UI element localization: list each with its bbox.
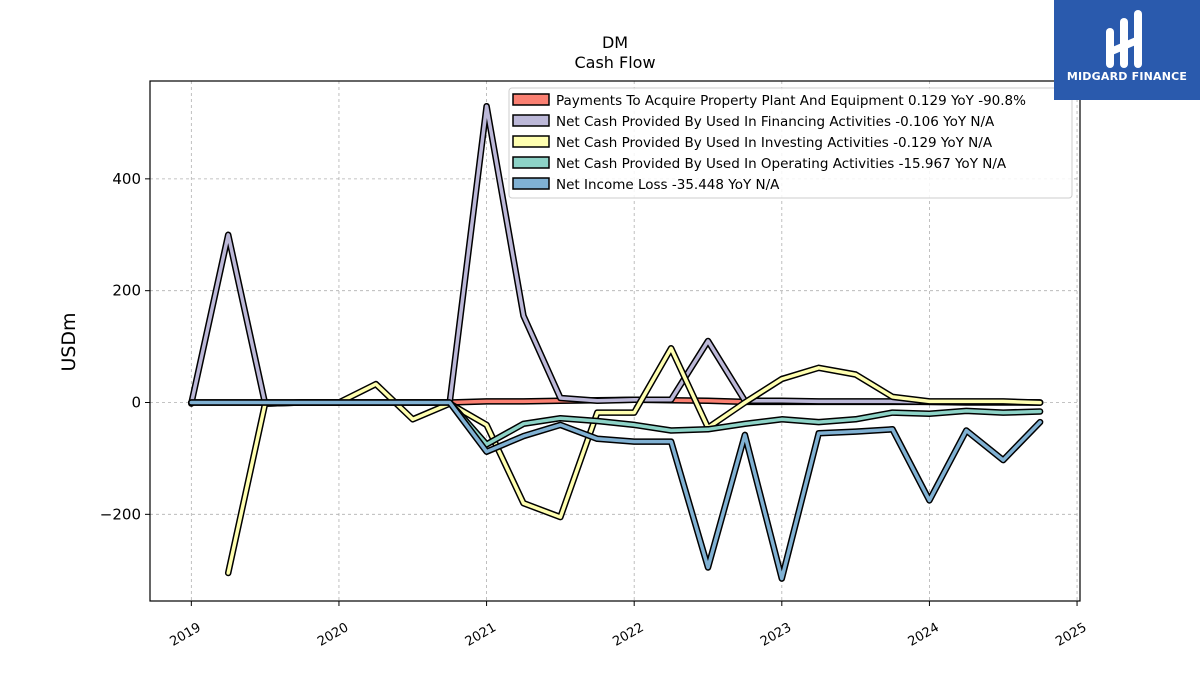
legend-box xyxy=(508,87,1073,199)
midgard-finance-logo: MIDGARD FINANCE xyxy=(1054,0,1200,100)
series-line xyxy=(226,346,1042,575)
legend-swatch xyxy=(512,114,550,127)
series-5 xyxy=(188,399,1044,582)
legend-entry: Payments To Acquire Property Plant And E… xyxy=(556,93,1026,109)
x-tick-label: 2021 xyxy=(463,620,499,650)
legend-entry: Net Cash Provided By Used In Investing A… xyxy=(556,135,993,151)
series-line-outline xyxy=(188,399,1044,582)
x-tick-label: 2023 xyxy=(758,620,794,650)
axis-ticks: −200 0 200 400 2019 2020 2021 2022 2023 2024 2025 xyxy=(100,170,1090,650)
series-3 xyxy=(224,345,1044,577)
chart-title: DM xyxy=(602,33,628,52)
legend-swatch xyxy=(512,135,550,148)
x-tick-label: 2025 xyxy=(1053,620,1089,650)
legend-entry: Net Cash Provided By Used In Operating A… xyxy=(556,156,1007,172)
x-tick-label: 2019 xyxy=(168,620,204,650)
y-tick-label: 200 xyxy=(112,282,141,300)
y-tick-label: −200 xyxy=(100,505,141,523)
plot-area-frame xyxy=(149,80,1081,602)
legend-entry: Net Income Loss -35.448 YoY N/A xyxy=(556,177,780,193)
y-tick-label: 0 xyxy=(131,394,141,412)
legend-entry: Net Cash Provided By Used In Financing A… xyxy=(556,114,995,130)
series-line xyxy=(189,400,1042,581)
x-tick-label: 2022 xyxy=(610,620,646,650)
legend-swatch xyxy=(512,177,550,190)
logo-text: MIDGARD FINANCE xyxy=(1066,70,1188,83)
x-tick-label: 2024 xyxy=(906,620,942,650)
y-tick-label: 400 xyxy=(112,170,141,188)
legend-swatch xyxy=(512,156,550,169)
chart-subtitle: Cash Flow xyxy=(574,53,655,72)
y-axis-label: USDm xyxy=(58,312,80,371)
series-layer xyxy=(188,102,1044,582)
legend: Payments To Acquire Property Plant And E… xyxy=(508,87,1073,199)
legend-swatch xyxy=(512,93,550,106)
x-tick-label: 2020 xyxy=(315,620,351,650)
midgard-logo-icon xyxy=(1106,10,1142,68)
